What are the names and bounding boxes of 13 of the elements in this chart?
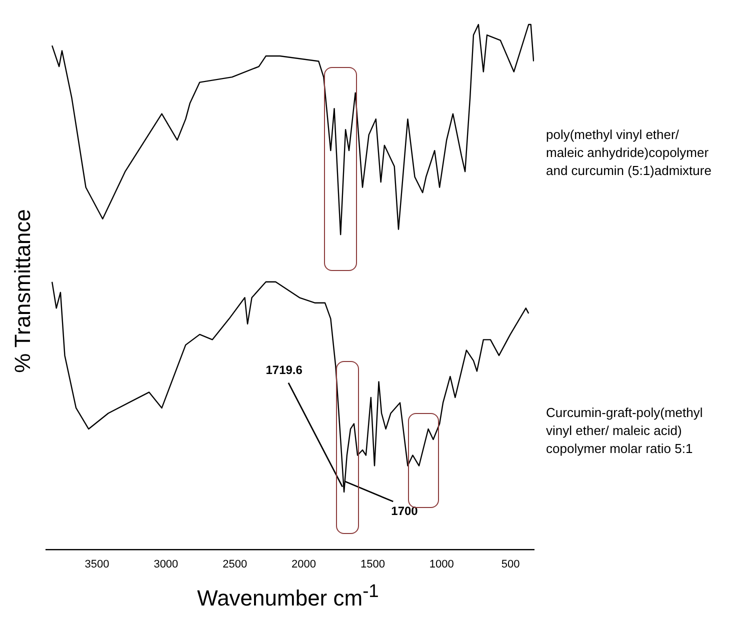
x-tick-label: 1000 <box>429 558 454 570</box>
text: Curcumin-graft-poly(methyl vinyl ether/ maleic acid) copolymer molar ratio 5:1 <box>546 404 704 458</box>
y-axis-title: % Transmittance <box>10 208 36 375</box>
text: poly(methyl vinyl ether/ maleic anhydride)copolymer and curcumin (5:1)admixture <box>546 126 712 180</box>
annotation: 1700 <box>391 504 418 518</box>
x-tick-label: 3500 <box>84 558 110 570</box>
x-axis-title: Wavenumber cm$^{-1}$ <box>196 580 380 612</box>
x-tick-label: 2500 <box>222 558 248 570</box>
x-tick-label: 1500 <box>360 558 385 570</box>
x-tick-label: 2000 <box>292 558 316 570</box>
x-tick-label: 500 <box>501 558 520 570</box>
x-tick-label: 3000 <box>154 558 178 570</box>
annotation: 1719.6 <box>266 363 303 378</box>
